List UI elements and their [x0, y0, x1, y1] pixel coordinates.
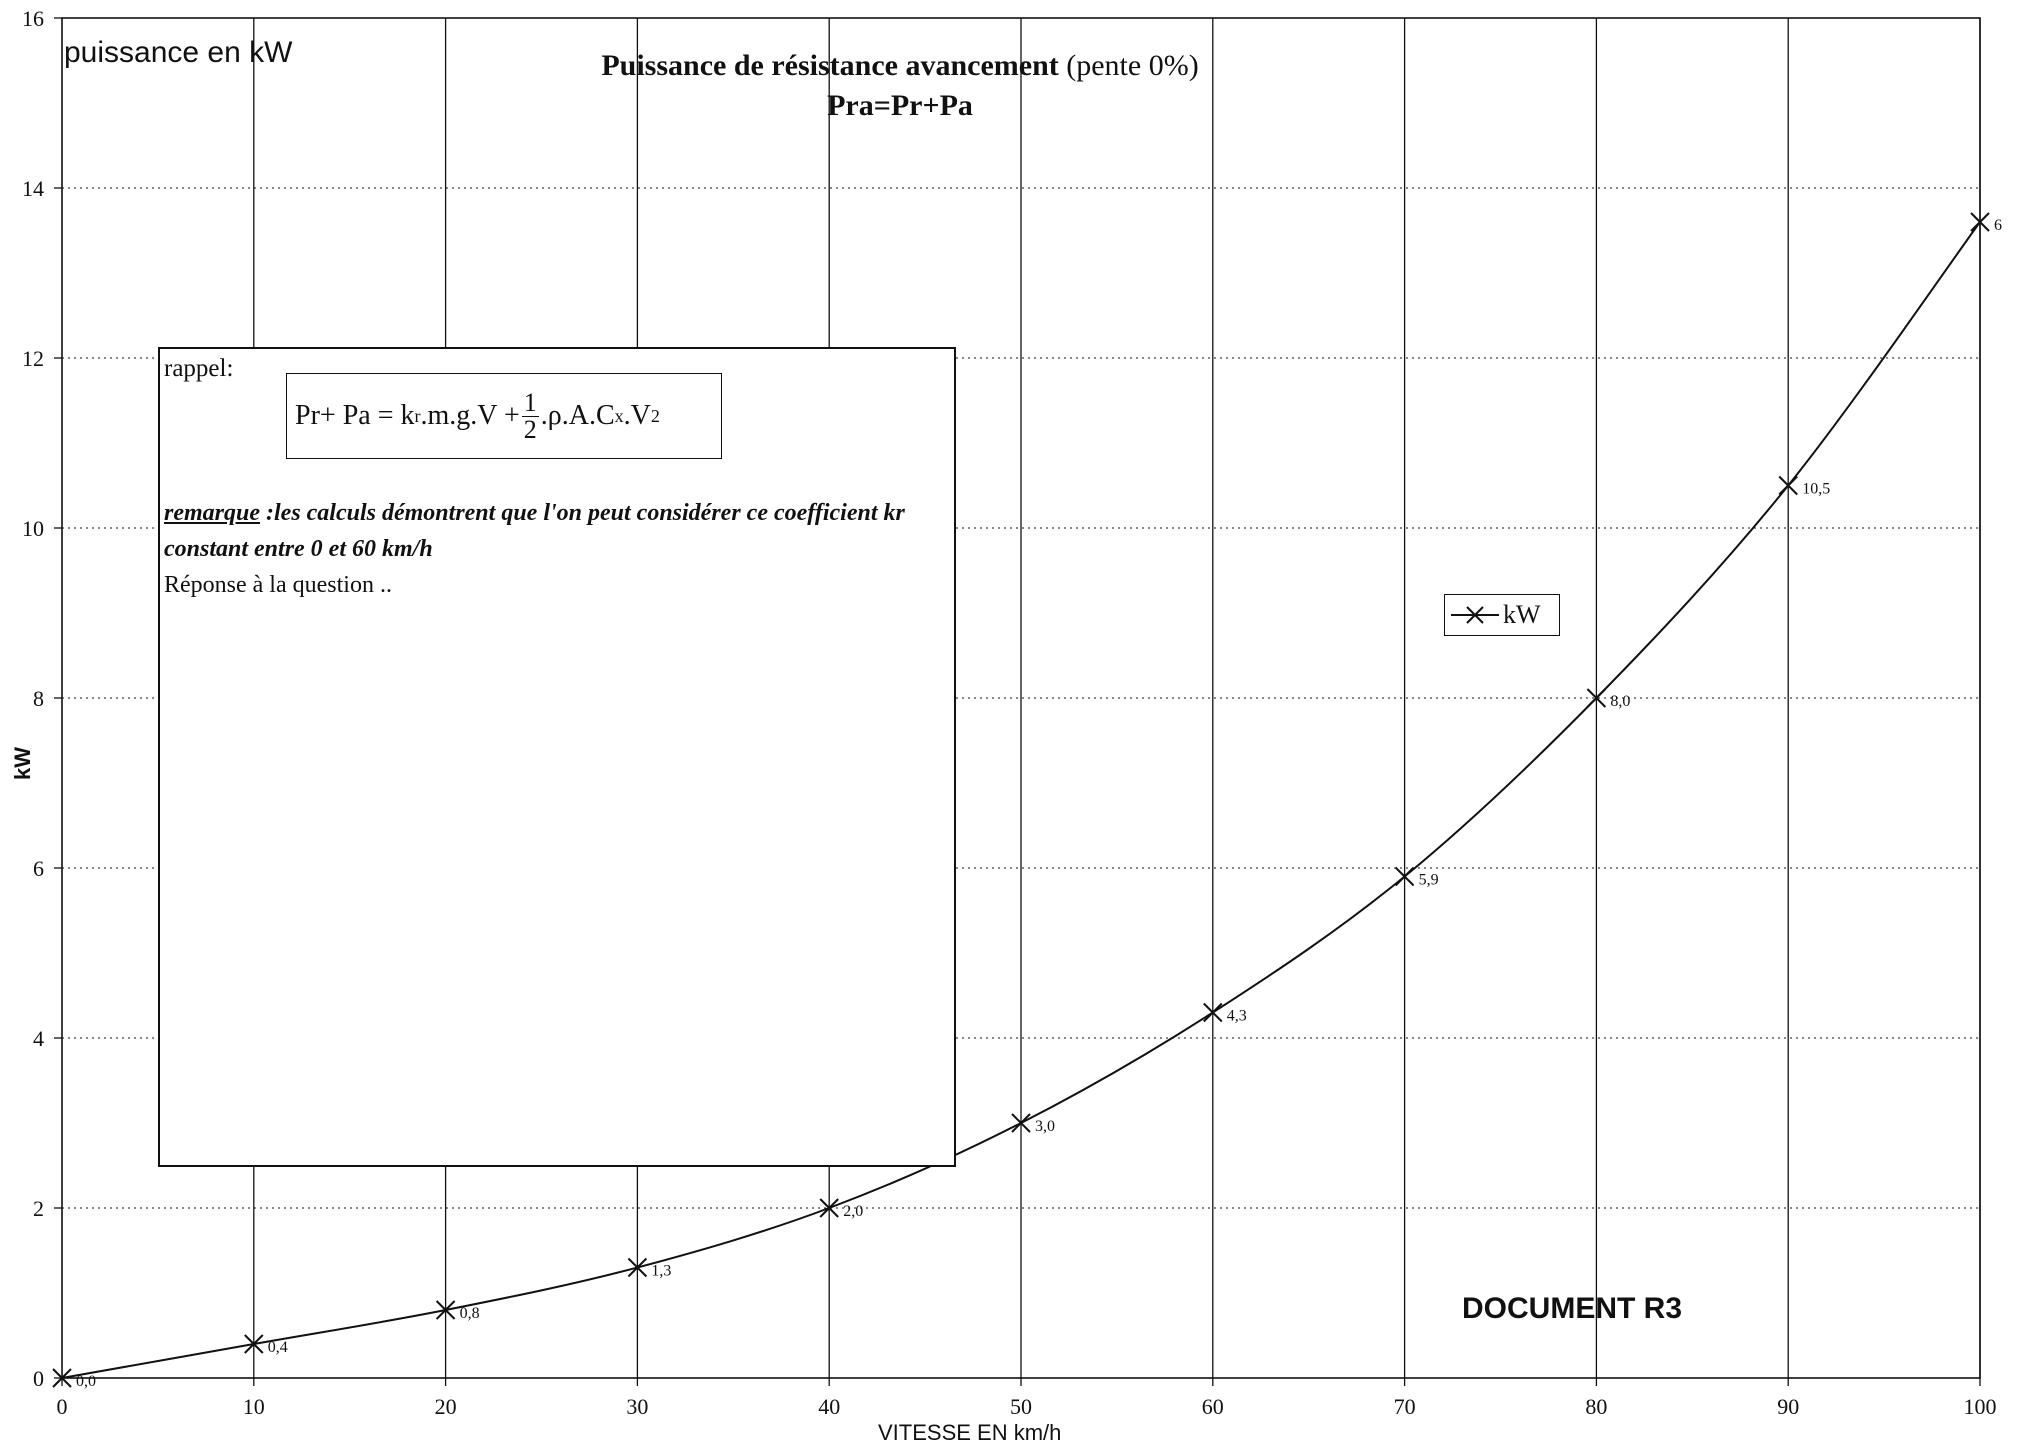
marker-stroke — [435, 1300, 456, 1320]
data-point-marker — [627, 1257, 648, 1278]
formula-sub-r: r — [414, 405, 421, 426]
chart-title: Puissance de résistance avancement (pent… — [400, 46, 1400, 126]
legend: kW — [1444, 594, 1560, 636]
x-tick-label: 70 — [1394, 1394, 1416, 1419]
marker-stroke — [244, 1334, 264, 1354]
data-point-marker — [52, 1368, 72, 1388]
x-tick-label: 60 — [1202, 1394, 1224, 1419]
x-tick-label: 30 — [626, 1394, 648, 1419]
answer-text: Réponse à la question .. — [164, 572, 392, 598]
data-label: 10,5 — [1802, 481, 1830, 498]
title-normal: (pente 0%) — [1066, 49, 1199, 82]
y-tick-label: 12 — [22, 346, 44, 371]
data-label: 8,0 — [1610, 693, 1630, 710]
data-point-marker — [1778, 475, 1798, 496]
marker-stroke — [52, 1368, 72, 1388]
x-tick-label: 100 — [1964, 1394, 1997, 1419]
marker-stroke — [1970, 212, 1990, 232]
marker-stroke — [1394, 866, 1415, 887]
plot-frame — [61, 17, 1981, 1379]
remark-text: remarque :les calculs démontrent que l'o… — [164, 495, 944, 567]
x-axis-label: VITESSE EN km/h — [878, 1420, 1062, 1445]
data-point-marker — [244, 1334, 264, 1354]
y-tick-label: 4 — [33, 1026, 44, 1051]
marker-stroke — [1778, 475, 1798, 496]
y-tick-label: 8 — [33, 686, 44, 711]
data-point-marker — [1203, 1002, 1223, 1023]
remark-body: :les calculs démontrent que l'on peut co… — [164, 500, 905, 562]
y-tick-label: 14 — [22, 176, 44, 201]
data-label: 6 — [1994, 217, 2002, 234]
data-label: 5,9 — [1419, 872, 1439, 889]
x-tick-label: 50 — [1010, 1394, 1032, 1419]
data-label: 0,0 — [76, 1373, 96, 1390]
data-labels: 0,0 0,4 0,8 1,3 2,0 3,0 4,3 5,9 8,0 10,5 6 — [76, 217, 2002, 1390]
title-bold: Puissance de résistance avancement — [601, 49, 1059, 82]
y-tick-label: 16 — [22, 6, 44, 31]
data-label: 1,3 — [651, 1263, 671, 1280]
y-tick-label: 0 — [33, 1366, 44, 1391]
marker-stroke — [1011, 1113, 1031, 1133]
marker-stroke — [1586, 688, 1607, 708]
x-tick-label: 80 — [1585, 1394, 1607, 1419]
x-tick-label: 20 — [435, 1394, 457, 1419]
x-tick-label: 0 — [57, 1394, 68, 1419]
x-tick-label: 40 — [818, 1394, 840, 1419]
y-tick-label: 10 — [22, 516, 44, 541]
y-tick-label: 2 — [33, 1196, 44, 1221]
corner-label: puissance en kW — [64, 36, 293, 69]
formula-sub-x: x — [614, 405, 624, 426]
marker-stroke — [627, 1257, 648, 1278]
formula-tail: .V — [623, 400, 651, 431]
data-point-marker — [819, 1198, 839, 1218]
x-tick-label: 10 — [243, 1394, 265, 1419]
document-label: DOCUMENT R3 — [1462, 1292, 1683, 1325]
formula-sup: 2 — [650, 405, 660, 426]
formula-after-frac: .ρ.A.C — [540, 400, 615, 431]
data-label: 3,0 — [1035, 1118, 1055, 1135]
marker-stroke — [1203, 1002, 1223, 1023]
chart-subtitle: Pra=Pr+Pa — [827, 89, 973, 122]
data-label: 2,0 — [843, 1203, 863, 1220]
formula-frac-den: 2 — [523, 414, 537, 444]
formula-mid: .m.g.V + — [420, 400, 520, 431]
data-label: 0,8 — [460, 1305, 480, 1322]
y-tick-label: 6 — [33, 856, 44, 881]
x-tick-label: 90 — [1777, 1394, 1799, 1419]
note-title: rappel: — [164, 355, 234, 382]
formula-frac-num: 1 — [521, 387, 539, 417]
data-label: 0,4 — [268, 1339, 288, 1356]
marker-stroke — [819, 1198, 839, 1218]
data-label: 4,3 — [1227, 1008, 1247, 1025]
series-kw — [52, 212, 1990, 1388]
data-point-marker — [1011, 1113, 1031, 1133]
legend-marker-icon — [1451, 606, 1499, 624]
data-point-marker — [1586, 688, 1607, 708]
series-line — [61, 221, 1981, 1379]
data-point-marker — [1970, 212, 1990, 232]
data-point-marker — [435, 1300, 456, 1320]
formula-lhs: Pr+ Pa = k — [295, 400, 415, 431]
data-point-marker — [1394, 866, 1415, 887]
remark-label: remarque — [164, 500, 260, 526]
legend-label: kW — [1503, 600, 1541, 629]
y-axis-label: kW — [10, 747, 35, 780]
